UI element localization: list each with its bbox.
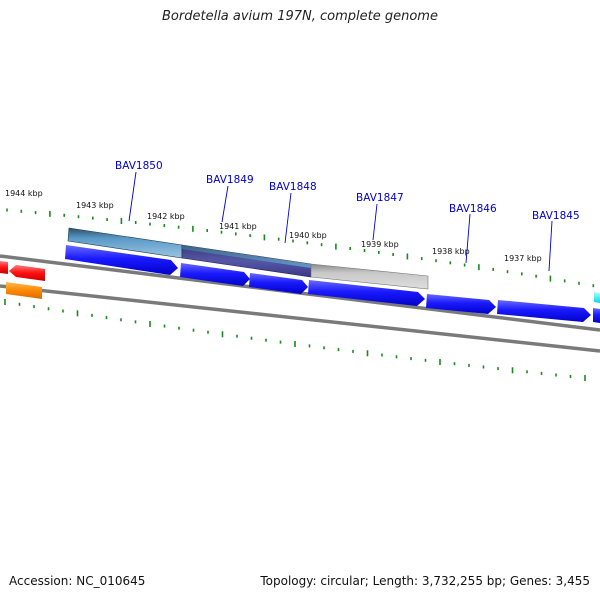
scale-label-1941: 1941 kbp [219,222,257,231]
gene-track-forward [65,245,600,323]
gene-arrow-bav1850[interactable] [65,245,178,275]
red-feature-left[interactable] [0,261,8,274]
inner-scale-ticks [4,299,586,381]
edge-features [0,261,600,303]
scale-label-1938: 1938 kbp [432,247,470,256]
scale-labels: 1944 kbp 1943 kbp 1942 kbp 1941 kbp 1940… [5,189,542,263]
outer-scale-ticks [6,208,595,288]
leader-bav1848 [284,192,292,244]
scale-label-1944: 1944 kbp [5,189,43,198]
orange-feature[interactable] [6,282,42,299]
leader-bav1850 [128,171,137,222]
homology-track [67,227,429,290]
gene-label-bav1846[interactable]: BAV1846 [449,203,497,215]
red-feature-arrow[interactable] [9,265,45,281]
gene-arrow-bav1845[interactable] [497,300,591,322]
scale-label-1943: 1943 kbp [76,201,114,210]
homology-bar-gray[interactable] [310,263,429,290]
leader-bav1849 [221,185,229,223]
gene-arrow-bav1849[interactable] [180,263,250,286]
gene-arrow-bav1848[interactable] [249,273,308,294]
scale-label-1940: 1940 kbp [289,231,327,240]
gene-labels: BAV1850 BAV1849 BAV1848 BAV1847 BAV1846 … [115,160,580,222]
cyan-feature[interactable] [594,292,600,303]
gene-label-bav1848[interactable]: BAV1848 [269,181,317,193]
gene-label-bav1850[interactable]: BAV1850 [115,160,163,172]
gene-arrow-bav1847[interactable] [308,280,425,306]
scale-label-1939: 1939 kbp [361,240,399,249]
map-title: Bordetella avium 197N, complete genome [162,9,438,24]
leader-bav1845 [548,220,553,272]
gene-arrow-next[interactable] [593,308,600,323]
scale-label-1942: 1942 kbp [147,212,185,221]
gene-label-leaders [128,171,553,272]
leader-bav1847 [372,203,378,241]
homology-bar-steel-2[interactable] [182,245,311,268]
accession-text: Accession: NC_010645 [9,574,146,588]
leader-bav1846 [465,213,471,264]
genome-summary-text: Topology: circular; Length: 3,732,255 bp… [260,574,590,588]
backbone-line-inner [0,284,600,353]
scale-label-1937: 1937 kbp [504,254,542,263]
gene-label-bav1845[interactable]: BAV1845 [532,210,580,222]
gene-arrow-bav1846[interactable] [426,294,496,314]
gene-label-bav1847[interactable]: BAV1847 [356,192,404,204]
gene-label-bav1849[interactable]: BAV1849 [206,174,254,186]
